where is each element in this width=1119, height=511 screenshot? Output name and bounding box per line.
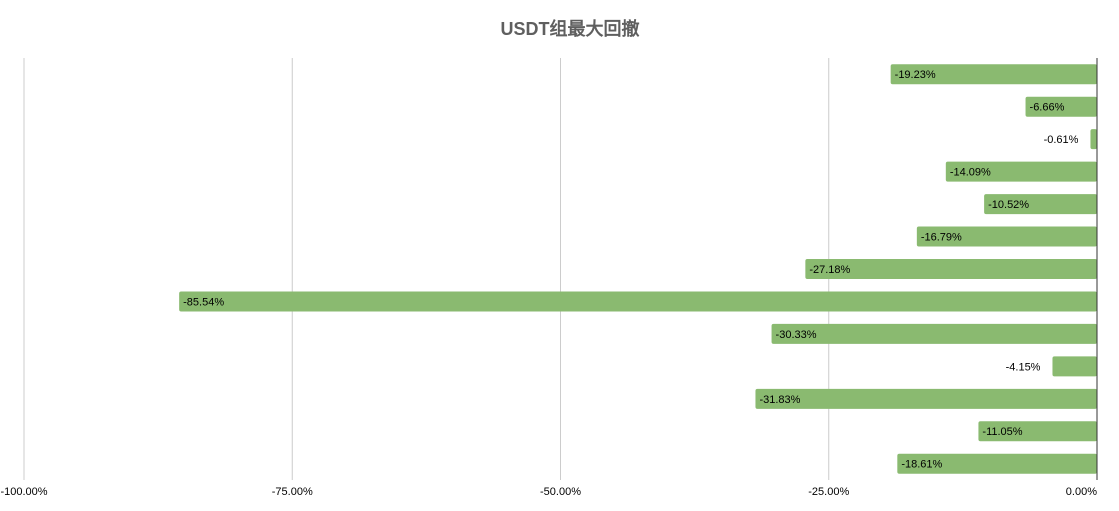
chart-title: USDT组最大回撤 <box>501 18 640 39</box>
x-tick-label: -50.00% <box>540 486 581 498</box>
value-label: -10.52% <box>988 199 1029 211</box>
value-label: -18.61% <box>901 459 942 471</box>
bar <box>1052 356 1097 377</box>
bar <box>945 161 1097 182</box>
value-label: -4.15% <box>1006 361 1041 373</box>
value-label: -19.23% <box>895 69 936 81</box>
bar <box>1090 129 1097 150</box>
bar <box>755 388 1097 409</box>
bar <box>771 323 1097 344</box>
bar <box>984 194 1097 215</box>
bar <box>978 421 1097 442</box>
bar <box>916 226 1097 247</box>
x-tick-label: -75.00% <box>272 486 313 498</box>
value-label: -16.79% <box>921 231 962 243</box>
value-label: -11.05% <box>982 426 1022 438</box>
bar <box>805 259 1097 279</box>
bar <box>1025 96 1097 117</box>
bar <box>890 64 1097 85</box>
value-label: -6.66% <box>1030 102 1065 114</box>
value-label: -14.09% <box>950 167 991 179</box>
x-tick-label: 0.00% <box>1066 486 1097 498</box>
value-label: -27.18% <box>809 264 850 276</box>
value-label: -30.33% <box>776 329 817 341</box>
bar <box>179 291 1097 312</box>
value-label: -31.83% <box>759 394 800 406</box>
value-label: -0.61% <box>1044 134 1079 146</box>
value-label: -85.54% <box>183 296 224 308</box>
bar <box>897 453 1097 474</box>
x-tick-label: -25.00% <box>808 486 849 498</box>
x-tick-label: -100.00% <box>0 486 47 498</box>
